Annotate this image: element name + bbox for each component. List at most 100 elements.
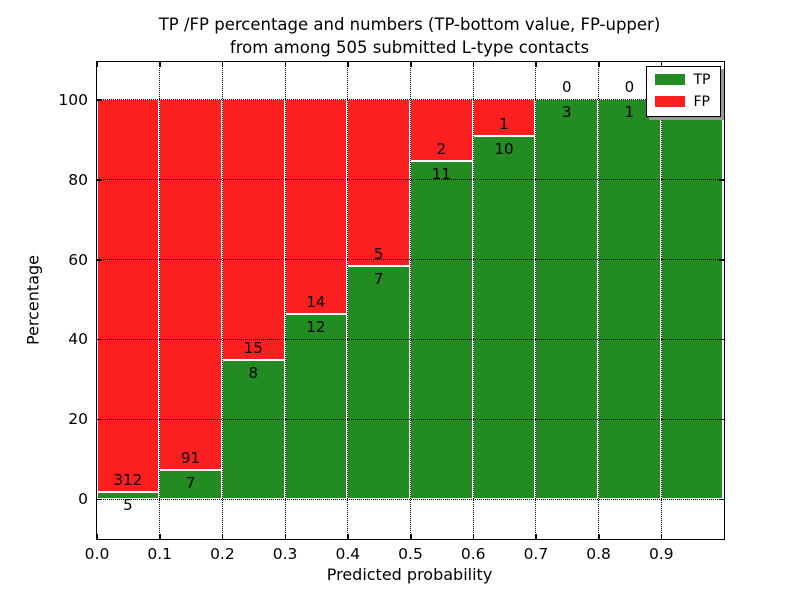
x-tick-mark xyxy=(284,61,287,67)
bar-segment-tp xyxy=(96,492,160,499)
x-tick-label: 0.9 xyxy=(648,545,674,563)
y-tick-mark xyxy=(96,338,102,341)
x-tick-mark xyxy=(221,61,224,67)
bar-segment-tp xyxy=(535,99,599,499)
bar-segment-tp xyxy=(347,265,410,499)
y-tick-mark xyxy=(718,259,724,261)
bar-segment-tp xyxy=(660,99,724,499)
x-tick-mark xyxy=(472,533,475,539)
legend: TP FP xyxy=(645,65,721,117)
x-tick-mark xyxy=(347,61,349,67)
gridline-horizontal xyxy=(96,338,724,340)
bars-layer xyxy=(96,62,724,539)
tp-count-label: 5 xyxy=(123,496,133,515)
y-tick-mark xyxy=(718,99,724,101)
x-tick-label: 0.6 xyxy=(460,545,486,563)
x-tick-mark xyxy=(284,533,287,539)
y-tick-label: 20 xyxy=(68,410,88,429)
chart-title-line1: TP /FP percentage and numbers (TP-bottom… xyxy=(158,15,661,34)
tp-count-label: 11 xyxy=(431,164,451,183)
x-tick-label: 0.4 xyxy=(335,545,361,563)
tp-count-label: 8 xyxy=(248,363,259,382)
bar-segment-tp xyxy=(598,99,661,499)
x-tick-mark xyxy=(660,533,663,539)
gridline-vertical xyxy=(347,61,349,539)
bar-segment-tp xyxy=(284,314,348,499)
fp-count-label: 2 xyxy=(436,139,447,158)
x-axis-label: Predicted probability xyxy=(326,565,493,584)
y-tick-mark xyxy=(718,498,724,501)
tp-count-label: 10 xyxy=(494,139,514,158)
fp-count-label: 312 xyxy=(113,471,143,490)
y-tick-mark xyxy=(96,418,102,421)
bar-segment-fp xyxy=(96,99,160,493)
x-tick-mark xyxy=(347,533,349,539)
x-tick-mark xyxy=(96,61,98,67)
grid-layer xyxy=(96,61,724,539)
fp-count-label: 0 xyxy=(561,78,572,97)
x-tick-mark xyxy=(472,61,475,67)
tp-count-label: 7 xyxy=(185,474,196,493)
gridline-vertical xyxy=(284,61,286,539)
fp-count-label: 1 xyxy=(499,114,509,133)
legend-swatch-fp-icon xyxy=(654,96,685,107)
x-tick-mark xyxy=(535,61,537,67)
gridline-horizontal xyxy=(96,99,724,101)
legend-row: FP xyxy=(654,93,711,110)
tp-count-label: 3 xyxy=(561,103,572,122)
gridline-horizontal xyxy=(96,259,724,261)
y-tick-label: 100 xyxy=(58,90,88,109)
x-tick-label: 0.2 xyxy=(210,545,235,563)
y-tick-mark xyxy=(718,179,724,181)
x-tick-mark xyxy=(159,533,161,539)
fp-count-label: 15 xyxy=(243,338,263,357)
y-tick-label: 0 xyxy=(78,490,88,509)
tp-count-label: 12 xyxy=(306,318,326,337)
bar-segment-tp xyxy=(221,359,285,499)
gridline-horizontal xyxy=(96,498,724,500)
x-tick-label: 0.0 xyxy=(84,545,110,563)
y-tick-mark xyxy=(718,338,724,341)
gridline-vertical xyxy=(472,61,474,539)
fp-count-label: 14 xyxy=(306,293,326,312)
tick-marks-layer xyxy=(96,61,724,539)
legend-label: FP xyxy=(693,93,711,110)
y-tick-label: 80 xyxy=(68,170,88,189)
bar-segment-fp xyxy=(159,99,222,471)
gridline-horizontal xyxy=(96,418,724,420)
y-tick-mark xyxy=(718,418,724,421)
tp-count-label: 7 xyxy=(373,269,384,288)
x-tick-label: 0.7 xyxy=(523,545,549,563)
y-tick-label: 60 xyxy=(68,250,88,269)
x-tick-mark xyxy=(410,61,412,67)
x-tick-mark xyxy=(221,533,224,539)
gridline-vertical xyxy=(410,61,411,539)
bar-segment-fp xyxy=(410,99,473,161)
legend-row: TP xyxy=(654,73,711,87)
x-tick-mark xyxy=(96,533,98,539)
fp-count-label: 5 xyxy=(373,244,384,263)
gridline-vertical xyxy=(598,61,600,539)
y-tick-mark xyxy=(96,179,102,181)
y-tick-mark xyxy=(96,259,102,261)
gridline-vertical xyxy=(221,61,223,539)
x-tick-label: 0.3 xyxy=(272,545,298,563)
y-tick-mark xyxy=(96,498,102,501)
x-tick-mark xyxy=(660,61,663,67)
x-tick-label: 0.1 xyxy=(147,545,173,563)
x-tick-mark xyxy=(598,61,600,67)
x-tick-label: 0.5 xyxy=(398,545,423,563)
chart-title-line2: from among 505 submitted L-type contacts xyxy=(229,38,590,57)
x-tick-label: 0.8 xyxy=(586,545,611,563)
x-tick-mark xyxy=(535,533,537,539)
legend-swatch-tp-icon xyxy=(654,74,685,85)
x-tick-mark xyxy=(410,533,412,539)
chart-title: TP /FP percentage and numbers (TP-bottom… xyxy=(96,13,723,59)
fp-count-label: 91 xyxy=(181,449,201,468)
gridline-horizontal xyxy=(96,179,724,181)
y-tick-mark xyxy=(96,99,102,101)
gridline-vertical xyxy=(159,61,161,539)
fp-count-label: 0 xyxy=(624,78,635,97)
